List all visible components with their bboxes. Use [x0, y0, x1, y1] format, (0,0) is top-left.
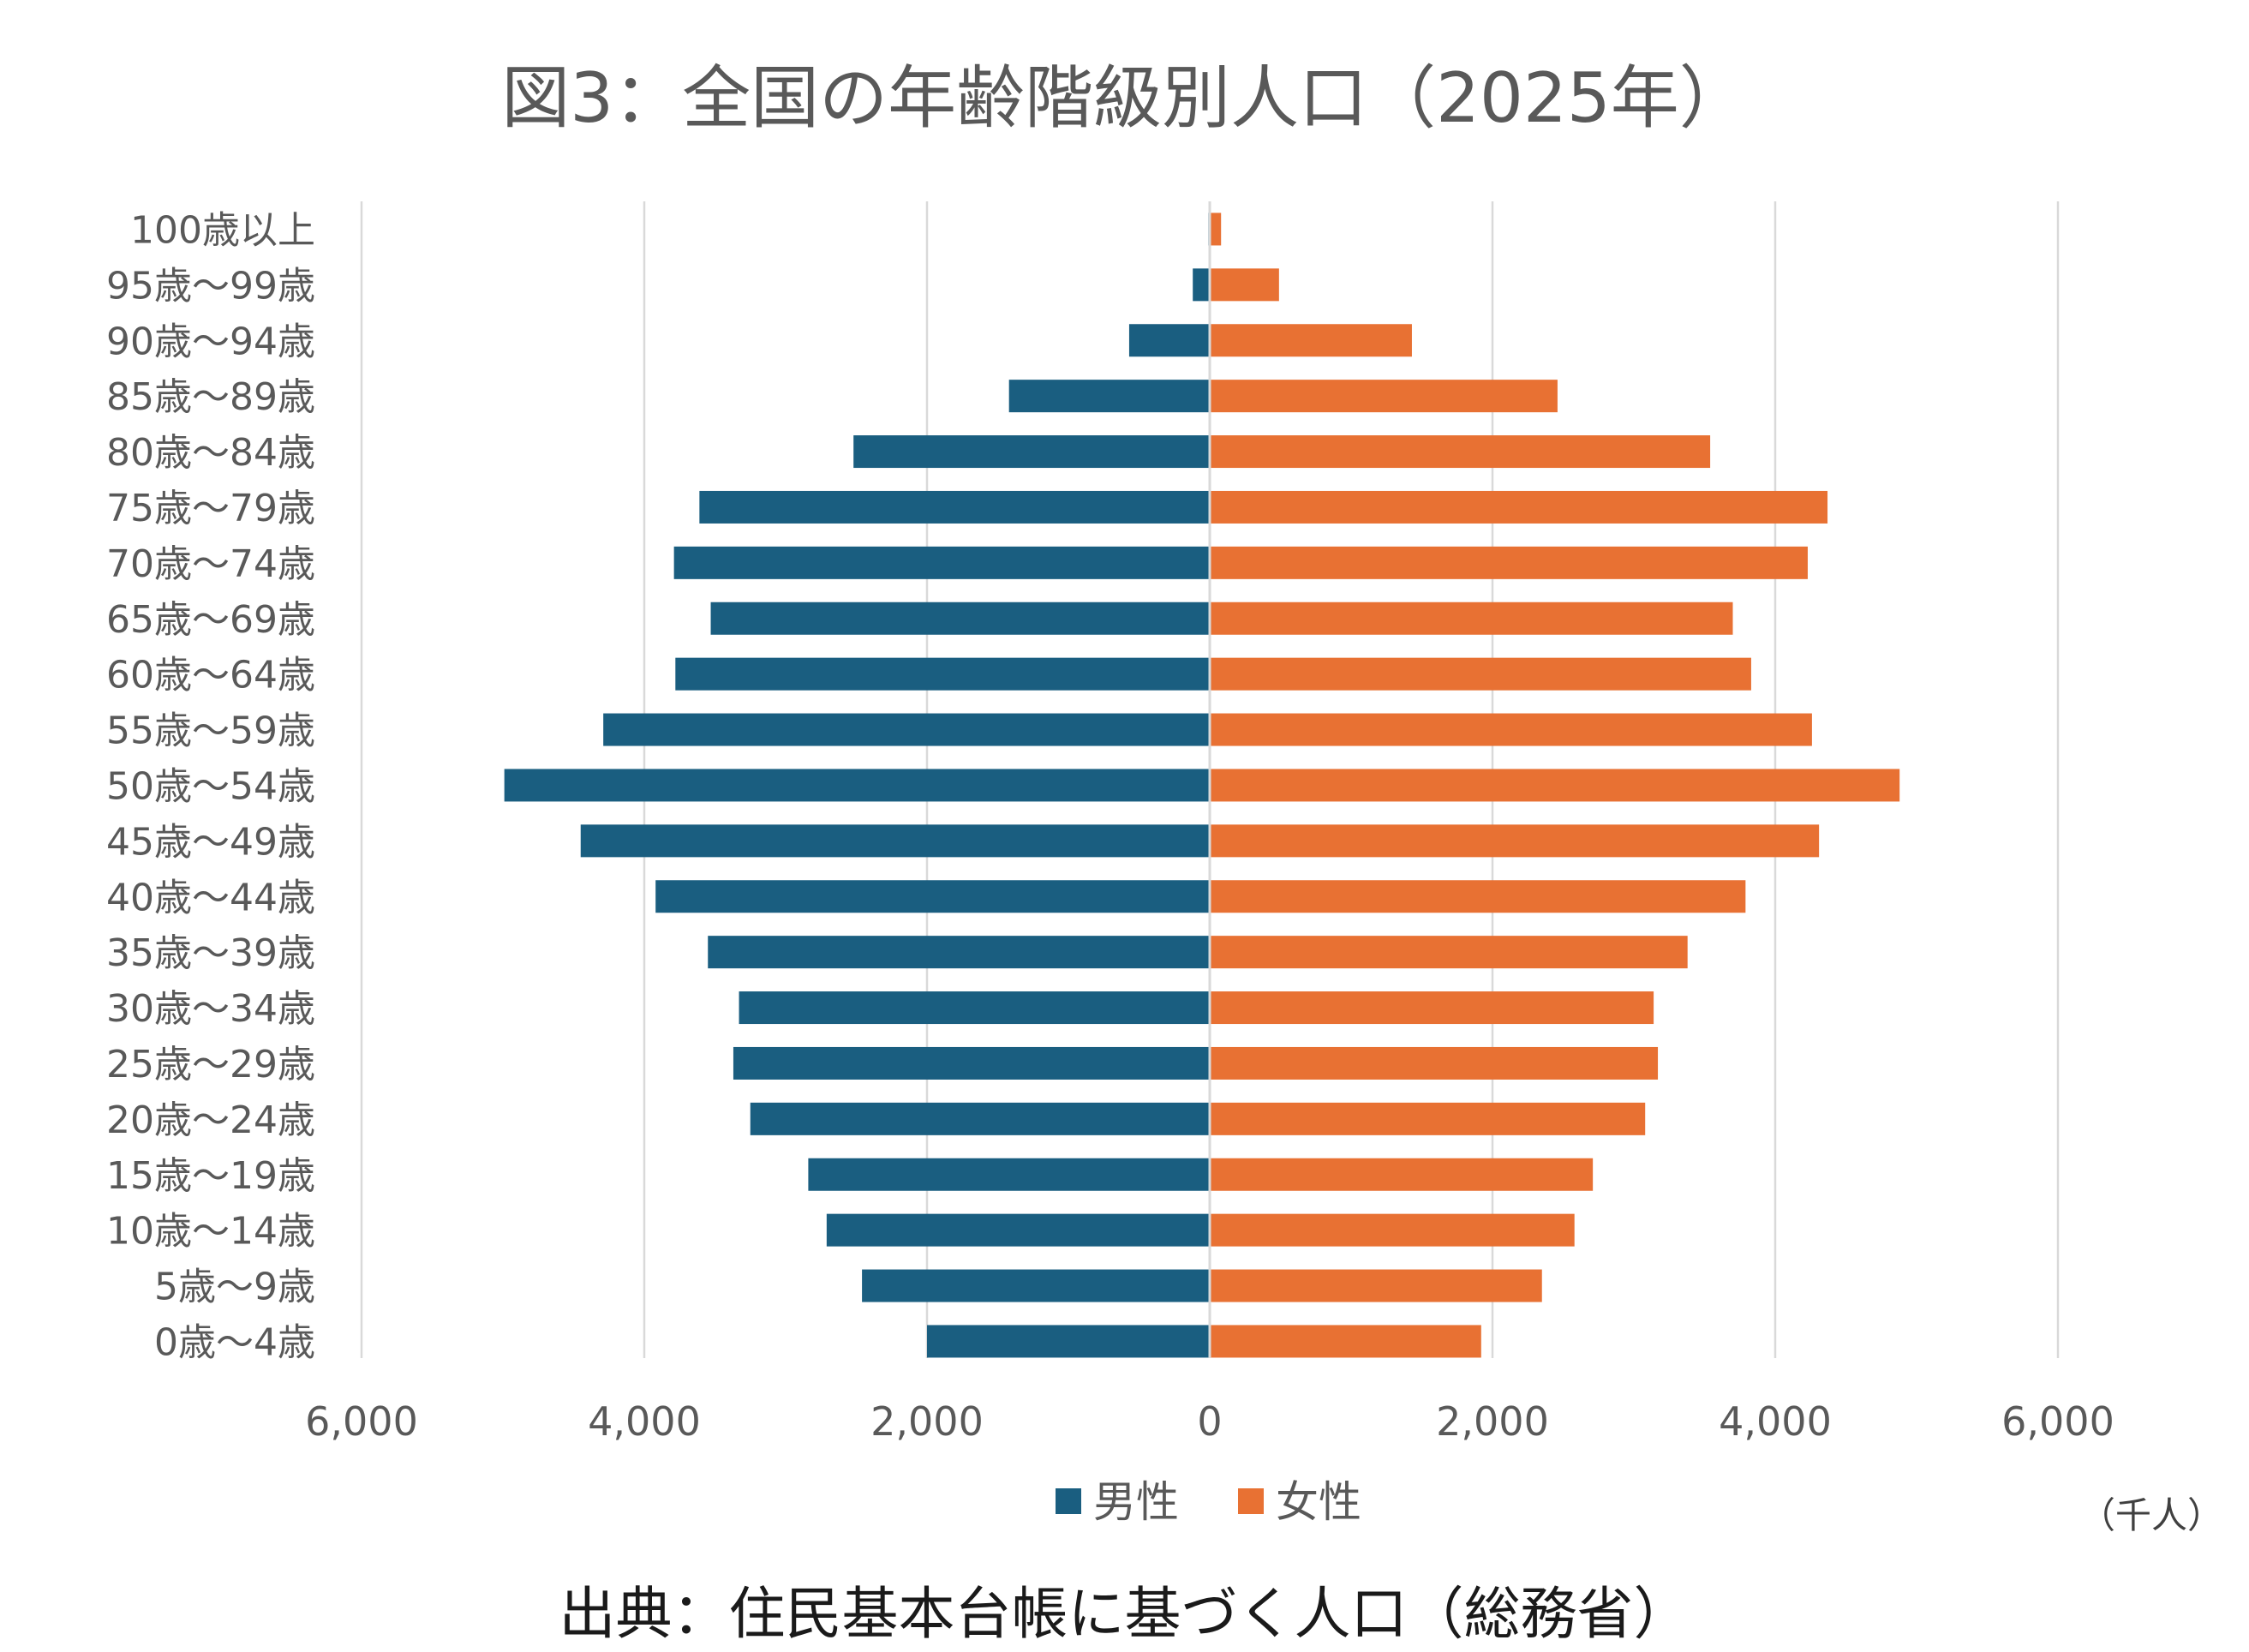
x-tick-label-3: 0	[1197, 1398, 1222, 1445]
category-label-15: 25歳～29歳	[106, 1043, 315, 1086]
x-tick-label-6: 6,000	[2001, 1398, 2114, 1445]
unit-label: （千人）	[2079, 1494, 2223, 1536]
female-bar-15	[1210, 1046, 1659, 1080]
category-label-16: 20歳～24歳	[106, 1098, 315, 1142]
source-note: 出典：住民基本台帳に基づく人口（総務省）	[559, 1581, 1690, 1647]
category-label-4: 80歳～84歳	[106, 431, 315, 475]
male-bar-8	[675, 657, 1210, 691]
category-label-2: 90歳～94歳	[106, 320, 315, 363]
male-bar-4	[853, 435, 1210, 469]
male-bar-12	[655, 880, 1210, 913]
male-bar-18	[826, 1213, 1210, 1247]
female-bar-12	[1210, 880, 1746, 913]
legend-label-female: 女性	[1276, 1477, 1361, 1527]
female-bar-14	[1210, 991, 1654, 1025]
category-label-0: 100歳以上	[130, 208, 315, 252]
legend-swatch-female	[1238, 1488, 1264, 1514]
legend-swatch-male	[1056, 1488, 1081, 1514]
female-bar-11	[1210, 824, 1820, 858]
x-tick-label-4: 2,000	[1436, 1398, 1549, 1445]
female-bar-6	[1210, 546, 1808, 579]
male-bar-9	[603, 713, 1210, 746]
female-bar-5	[1210, 490, 1828, 524]
category-label-1: 95歳～99歳	[106, 264, 315, 308]
male-bar-19	[862, 1269, 1210, 1302]
category-label-6: 70歳～74歳	[106, 542, 315, 586]
x-tick-label-5: 4,000	[1719, 1398, 1832, 1445]
category-labels: 100歳以上 95歳～99歳 90歳～94歳 85歳～89歳 80歳～84歳 75歳～79…	[106, 208, 315, 1364]
x-tick-label-1: 4,000	[588, 1398, 701, 1445]
female-bar-18	[1210, 1213, 1575, 1247]
category-label-7: 65歳～69歳	[106, 598, 315, 642]
category-label-14: 30歳～34歳	[106, 987, 315, 1031]
female-bar-16	[1210, 1102, 1646, 1135]
female-bar-19	[1210, 1269, 1542, 1302]
male-bar-1	[1193, 268, 1210, 302]
male-bar-11	[580, 824, 1210, 858]
female-bar-1	[1210, 268, 1279, 302]
male-bar-15	[733, 1046, 1210, 1080]
bars	[504, 212, 1900, 1358]
category-label-20: 0歳～4歳	[154, 1320, 315, 1364]
female-bar-0	[1210, 212, 1222, 246]
category-label-18: 10歳～14歳	[106, 1210, 315, 1254]
female-bar-2	[1210, 324, 1412, 357]
male-bar-14	[739, 991, 1210, 1025]
female-bar-8	[1210, 657, 1751, 691]
category-label-3: 85歳～89歳	[106, 375, 315, 419]
legend-label-male: 男性	[1093, 1477, 1179, 1527]
legend: 男性 女性	[1056, 1477, 1361, 1527]
category-label-5: 75歳～79歳	[106, 487, 315, 530]
male-bar-6	[673, 546, 1210, 579]
male-bar-2	[1128, 324, 1210, 357]
x-tick-label-2: 2,000	[870, 1398, 984, 1445]
male-bar-5	[699, 490, 1210, 524]
category-label-12: 40歳～44歳	[106, 876, 315, 919]
female-bar-17	[1210, 1158, 1594, 1191]
x-tick-label-0: 6,000	[305, 1398, 418, 1445]
x-tick-labels: 6,000 4,000 2,000 0 2,000 4,000 6,000	[305, 1398, 2114, 1445]
female-bar-13	[1210, 936, 1688, 969]
male-bar-13	[708, 936, 1210, 969]
male-bar-17	[808, 1158, 1210, 1191]
female-bar-7	[1210, 602, 1733, 635]
female-bar-20	[1210, 1325, 1481, 1358]
category-label-9: 55歳～59歳	[106, 709, 315, 753]
chart-title: 図3：全国の年齢階級別人口（2025年）	[501, 58, 1748, 138]
female-bar-10	[1210, 769, 1900, 802]
category-label-11: 45歳～49歳	[106, 820, 315, 864]
female-bar-3	[1210, 380, 1558, 413]
category-label-8: 60歳～64歳	[106, 654, 315, 697]
female-bar-4	[1210, 435, 1711, 469]
category-label-19: 5歳～9歳	[154, 1266, 315, 1309]
male-bar-20	[927, 1325, 1210, 1358]
category-label-13: 35歳～39歳	[106, 931, 315, 975]
category-label-10: 50歳～54歳	[106, 764, 315, 808]
male-bar-7	[710, 602, 1210, 635]
female-bar-9	[1210, 713, 1812, 746]
male-bar-3	[1008, 380, 1210, 413]
category-label-17: 15歳～19歳	[106, 1154, 315, 1198]
male-bar-10	[504, 769, 1210, 802]
male-bar-16	[750, 1102, 1210, 1135]
